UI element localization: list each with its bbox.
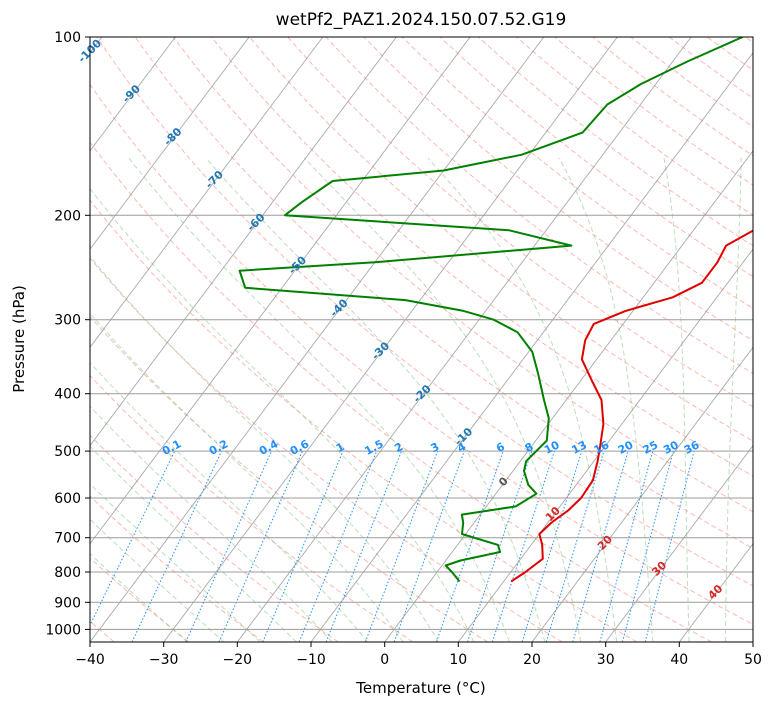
moist-adiabat (90, 255, 439, 642)
y-tick-label: 700 (54, 531, 81, 547)
y-tick-label: 500 (54, 444, 81, 460)
mixing-ratio-line (599, 450, 654, 642)
isotherm-line (752, 641, 753, 642)
mixing-ratio-line (572, 450, 629, 642)
mixing-ratio-line (393, 450, 465, 642)
x-tick-label: −30 (149, 652, 179, 668)
chart-title: wetPf2_PAZ1.2024.150.07.52.G19 (276, 10, 567, 30)
x-tick-label: 30 (597, 652, 615, 668)
isotherm-line (90, 37, 471, 545)
dry-adiabat (325, 37, 753, 374)
y-tick-label: 900 (54, 595, 81, 611)
isotherm-line (384, 150, 753, 642)
dry-adiabat (134, 37, 753, 550)
isotherm-line (163, 37, 618, 642)
y-tick-label: 400 (54, 387, 81, 403)
mixing-ratio-line (298, 450, 378, 642)
mixing-ratio-label: 20 (616, 438, 636, 457)
x-tick-label: 10 (449, 652, 467, 668)
dry-adiabat (90, 315, 488, 642)
y-tick-label: 600 (54, 491, 81, 507)
mixing-ratio-label: 13 (569, 438, 589, 457)
x-tick-label: 50 (744, 652, 762, 668)
x-tick-label: −20 (223, 652, 253, 668)
plot-background (90, 37, 753, 642)
dry-adiabat (96, 37, 753, 587)
y-axis-label: Pressure (hPa) (10, 285, 28, 393)
mixing-ratio-label: 25 (641, 438, 661, 457)
y-tick-label: 1000 (45, 622, 81, 638)
dry-adiabat (90, 557, 190, 642)
dry-adiabat (401, 37, 753, 309)
mixing-ratio-label: 36 (682, 438, 702, 457)
moist-adiabat (427, 157, 618, 642)
x-tick-label: −10 (296, 652, 326, 668)
moist-adiabat (663, 157, 690, 642)
isotherm-line (310, 51, 753, 642)
dry-adiabat (363, 37, 753, 342)
isotherm-line (605, 444, 753, 642)
y-tick-label: 800 (54, 565, 81, 581)
dry-adiabat (90, 83, 753, 625)
dry-adiabat (90, 199, 638, 642)
mixing-ratio-line (325, 450, 402, 642)
mixing-ratio-line (435, 450, 504, 642)
mixing-ratio-line (644, 450, 695, 642)
plot-frame (89, 36, 754, 643)
isotherm-line (90, 37, 250, 250)
y-tick-label: 200 (54, 208, 81, 224)
dewpoint-line (238, 37, 744, 583)
moist-adiabat (90, 405, 333, 642)
x-axis-label: Temperature (°C) (355, 679, 485, 697)
x-tick-label: −40 (75, 652, 105, 668)
isotherm-line (90, 37, 397, 447)
mixing-ratio-line (90, 450, 176, 627)
mixing-ratio-label: 16 (592, 438, 612, 457)
isotherm-line (236, 37, 692, 642)
isotherm-line (531, 346, 753, 642)
dry-adiabat (90, 434, 339, 642)
moist-adiabat (725, 157, 742, 642)
mixing-ratio-line (262, 450, 344, 642)
isotherm-line (457, 248, 753, 642)
temperature-line (510, 229, 753, 583)
dry-adiabat (249, 37, 753, 442)
dry-adiabat (211, 37, 753, 477)
y-tick-label: 300 (54, 313, 81, 329)
x-tick-label: 0 (380, 652, 389, 668)
mixing-ratio-label: 10 (542, 438, 562, 457)
dry-adiabat (90, 141, 712, 642)
x-tick-label: 40 (670, 652, 688, 668)
x-tick-label: 20 (523, 652, 541, 668)
dry-adiabat (172, 37, 753, 513)
dry-adiabat (90, 257, 563, 642)
mixing-ratio-label: 30 (661, 438, 681, 457)
y-tick-label: 100 (54, 30, 81, 46)
isotherm-line (90, 37, 324, 349)
isotherm-line (90, 37, 545, 642)
mixing-ratio-line (131, 450, 223, 642)
mixing-ratio-line (364, 450, 439, 642)
mixing-ratio-line (621, 450, 674, 642)
isotherm-line (90, 37, 176, 152)
